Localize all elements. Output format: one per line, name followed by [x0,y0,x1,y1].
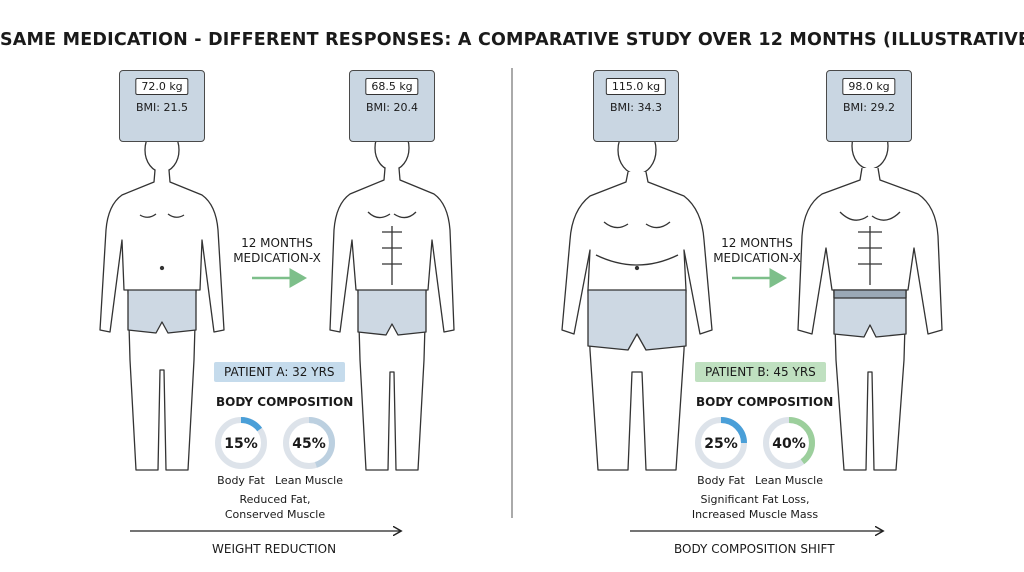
figure-b-after [797,122,943,471]
scale-a-after: 68.5 kg BMI: 20.4 [349,70,435,142]
scale-b-before: 115.0 kg BMI: 34.3 [593,70,679,142]
composition-shift-label: BODY COMPOSITION SHIFT [674,542,835,556]
caption-line: Significant Fat Loss, [700,493,810,506]
weight-readout: 98.0 kg [842,78,896,95]
figure-b-before [561,125,713,471]
figure-a-after [329,125,455,471]
lean-muscle-label-b: Lean Muscle [755,474,823,487]
transition-label-b: 12 MONTHS MEDICATION-X [702,236,812,266]
weight-readout: 72.0 kg [135,78,189,95]
lean-muscle-value-b: 40% [772,436,806,452]
composition-title-b: BODY COMPOSITION [696,395,834,409]
bmi-readout: BMI: 21.5 [136,101,188,114]
caption-a: Reduced Fat, Conserved Muscle [200,492,350,522]
composition-rings [215,417,815,469]
body-fat-value-a: 15% [224,436,258,452]
body-fat-ring-a [215,417,267,469]
body-fat-value-b: 25% [704,436,738,452]
page-title: SAME MEDICATION - DIFFERENT RESPONSES: A… [0,30,1024,50]
scale-a-before: 72.0 kg BMI: 21.5 [119,70,205,142]
weight-reduction-label: WEIGHT REDUCTION [212,542,337,556]
caption-line: Conserved Muscle [224,508,326,521]
transition-label-line: MEDICATION-X [713,251,801,265]
lean-muscle-ring-b [763,417,815,469]
transition-label-line: 12 MONTHS [721,236,793,250]
body-fat-ring-b [695,417,747,469]
patient-a-badge: PATIENT A: 32 YRS [214,362,345,382]
transition-label-a: 12 MONTHS MEDICATION-X [222,236,332,266]
transition-label-line: 12 MONTHS [241,236,313,250]
bmi-readout: BMI: 34.3 [610,101,662,114]
weight-readout: 115.0 kg [605,78,667,95]
composition-title-a: BODY COMPOSITION [216,395,354,409]
body-fat-label-a: Body Fat [217,474,265,487]
lean-muscle-value-a: 45% [292,436,326,452]
caption-b: Significant Fat Loss, Increased Muscle M… [670,492,840,522]
lean-muscle-ring-a [283,417,335,469]
caption-line: Reduced Fat, [239,493,311,506]
caption-line: Increased Muscle Mass [691,508,819,521]
scale-b-after: 98.0 kg BMI: 29.2 [826,70,912,142]
figure-a-before [99,127,225,471]
bmi-readout: BMI: 20.4 [366,101,418,114]
weight-readout: 68.5 kg [365,78,419,95]
body-fat-label-b: Body Fat [697,474,745,487]
patient-b-badge: PATIENT B: 45 YRS [695,362,826,382]
transition-label-line: MEDICATION-X [233,251,321,265]
bmi-readout: BMI: 29.2 [843,101,895,114]
lean-muscle-label-a: Lean Muscle [275,474,343,487]
